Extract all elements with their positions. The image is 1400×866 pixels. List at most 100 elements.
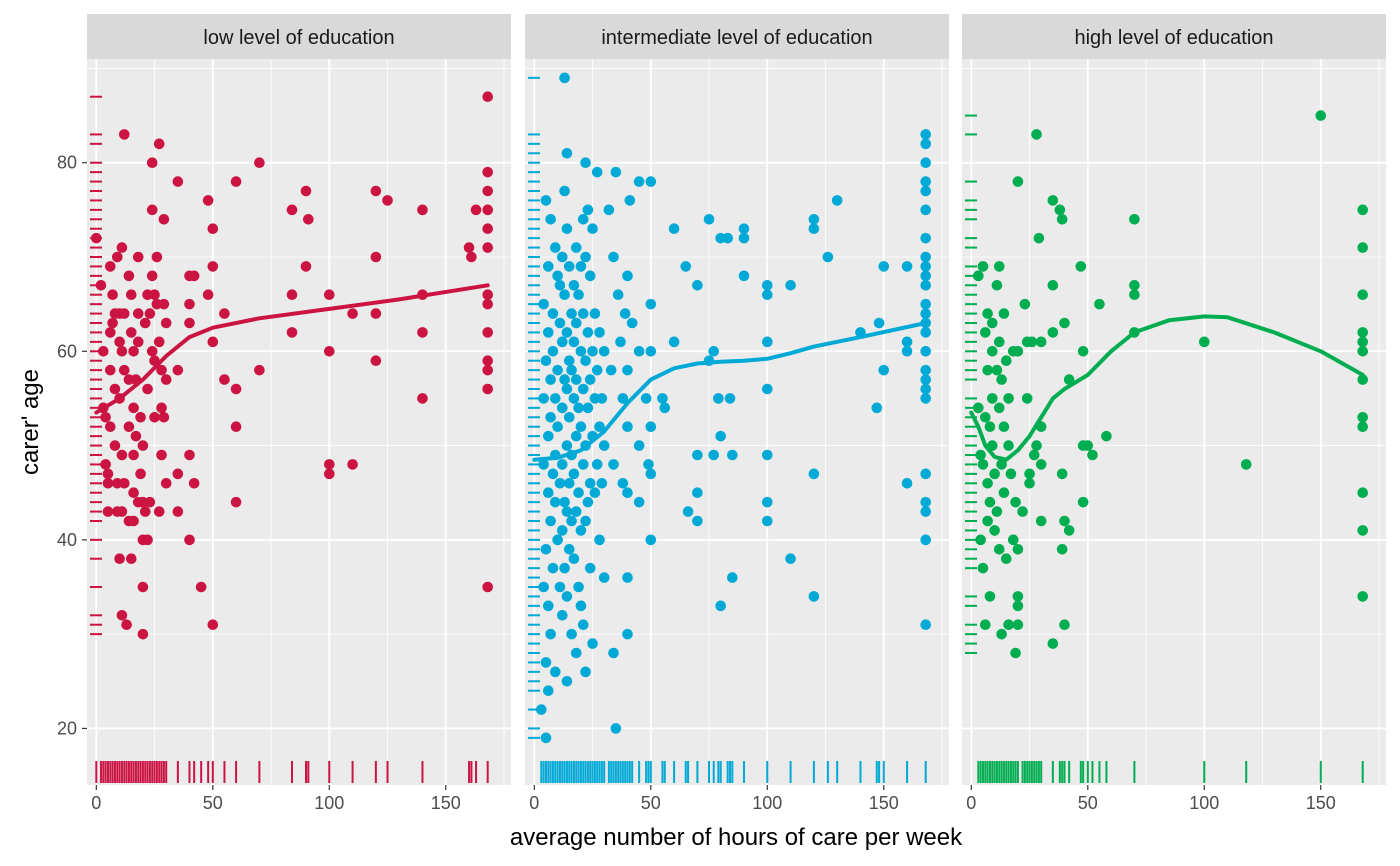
- data-point: [996, 628, 1007, 640]
- data-point: [370, 185, 382, 197]
- data-point: [570, 647, 582, 659]
- data-point: [91, 232, 102, 244]
- data-point: [979, 619, 991, 631]
- data-point: [549, 496, 561, 508]
- data-point: [1357, 345, 1369, 357]
- data-point: [370, 251, 382, 263]
- data-point: [568, 393, 580, 404]
- data-point: [979, 327, 991, 338]
- data-point: [568, 279, 580, 291]
- data-point: [596, 393, 608, 404]
- data-point: [156, 402, 167, 414]
- data-point: [920, 345, 932, 357]
- data-point: [102, 506, 114, 517]
- data-point: [622, 487, 633, 499]
- data-point: [577, 383, 589, 395]
- data-point: [996, 374, 1007, 385]
- rug: [90, 95, 489, 783]
- data-point: [738, 270, 750, 282]
- data-point: [142, 383, 153, 395]
- data-point: [920, 270, 932, 282]
- data-point: [587, 638, 598, 649]
- data-point: [977, 562, 989, 574]
- data-point: [128, 487, 139, 499]
- x-tick-label: 150: [869, 793, 899, 813]
- data-point: [594, 327, 605, 338]
- data-point: [1047, 195, 1059, 206]
- data-point: [920, 496, 932, 508]
- data-point: [482, 327, 494, 338]
- data-point: [1012, 176, 1024, 187]
- data-point: [659, 402, 671, 414]
- rug: [528, 76, 927, 783]
- data-point: [556, 525, 568, 536]
- data-point: [536, 704, 547, 715]
- data-point: [559, 289, 570, 301]
- data-point: [149, 411, 160, 423]
- data-point: [584, 374, 596, 385]
- panel-background: [87, 59, 511, 785]
- data-point: [998, 308, 1010, 319]
- data-point: [1000, 355, 1012, 367]
- data-point: [622, 572, 633, 583]
- data-point: [871, 402, 883, 414]
- data-point: [1000, 553, 1012, 565]
- data-point: [549, 393, 561, 404]
- data-point: [549, 242, 561, 253]
- data-point: [230, 176, 242, 187]
- data-points: [536, 72, 932, 744]
- data-point: [547, 308, 559, 319]
- data-point: [207, 619, 219, 631]
- data-point: [123, 421, 135, 433]
- data-point: [547, 468, 559, 480]
- data-point: [996, 459, 1007, 470]
- data-point: [135, 411, 146, 423]
- data-point: [580, 515, 591, 527]
- data-point: [139, 317, 151, 329]
- data-point: [624, 195, 636, 206]
- data-point: [727, 449, 738, 461]
- data-point: [125, 327, 137, 338]
- data-point: [482, 298, 494, 310]
- data-point: [104, 421, 116, 433]
- data-point: [1021, 393, 1033, 404]
- data-point: [591, 364, 603, 376]
- data-point: [1357, 336, 1369, 348]
- x-tick-label: 50: [203, 793, 223, 813]
- data-point: [347, 459, 358, 470]
- data-point: [1010, 647, 1021, 659]
- data-point: [610, 166, 622, 178]
- data-point: [633, 345, 645, 357]
- data-point: [979, 411, 991, 423]
- data-point: [153, 336, 165, 348]
- data-point: [566, 515, 577, 527]
- data-point: [1357, 289, 1369, 301]
- data-point: [920, 327, 932, 338]
- data-point: [761, 279, 773, 291]
- data-point: [1012, 600, 1024, 612]
- data-point: [100, 459, 111, 470]
- y-tick-label: 40: [57, 530, 77, 550]
- data-point: [645, 534, 657, 546]
- data-point: [608, 251, 619, 263]
- data-point: [608, 647, 619, 659]
- smooth-trend-line: [94, 283, 490, 415]
- data-point: [1003, 619, 1014, 631]
- data-point: [589, 487, 601, 499]
- data-point: [482, 581, 494, 593]
- data-point: [901, 261, 913, 272]
- data-point: [114, 336, 125, 348]
- data-point: [128, 345, 139, 357]
- data-point: [920, 383, 932, 395]
- data-point: [982, 364, 993, 376]
- data-point: [545, 411, 556, 423]
- data-point: [1077, 496, 1089, 508]
- data-point: [559, 562, 570, 574]
- data-point: [808, 213, 820, 225]
- data-point: [1240, 459, 1252, 470]
- y-axis-title: carer' age: [17, 369, 44, 475]
- data-point: [920, 157, 932, 169]
- data-point: [160, 374, 172, 385]
- data-point: [984, 591, 996, 602]
- data-point: [219, 374, 230, 385]
